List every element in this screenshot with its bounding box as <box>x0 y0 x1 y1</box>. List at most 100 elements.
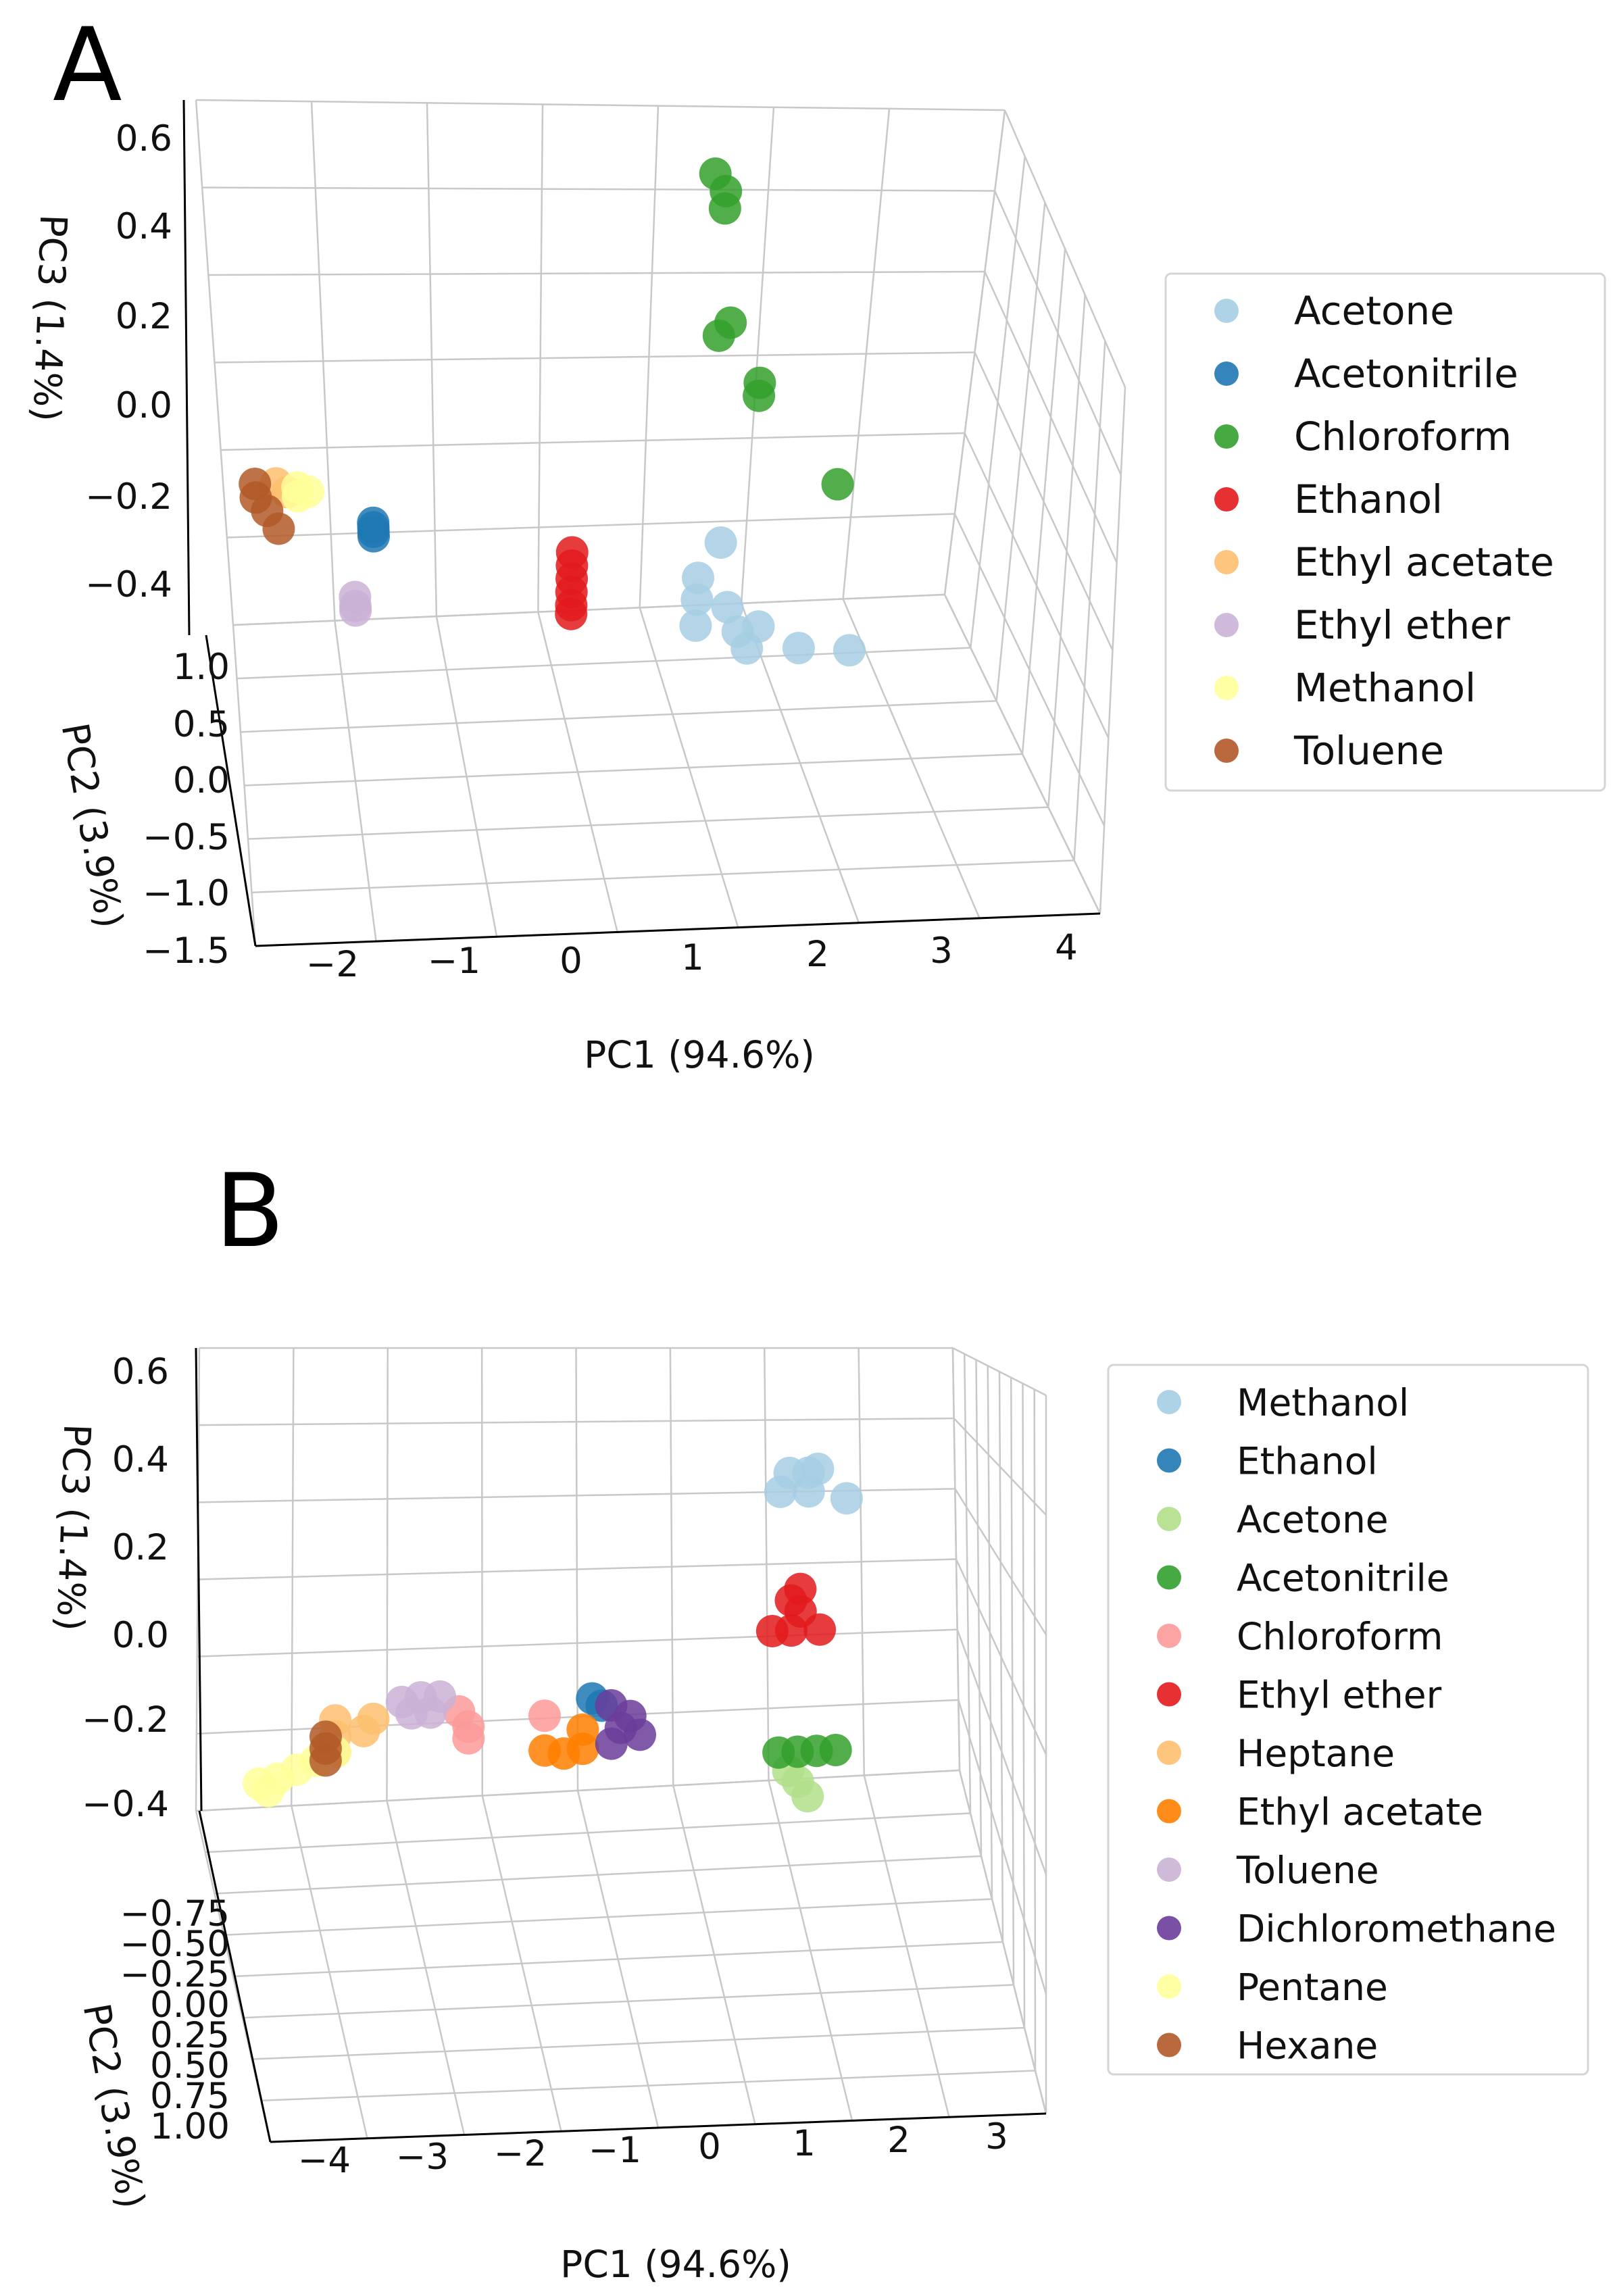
y-tick-label: 0.50 <box>150 2045 230 2087</box>
legend-marker <box>1214 361 1239 386</box>
legend-marker <box>1157 1799 1181 1824</box>
legend-marker <box>1157 1390 1181 1414</box>
data-point <box>803 1613 837 1646</box>
data-point <box>252 1774 285 1807</box>
data-point <box>764 1475 797 1508</box>
legend-label: Heptane <box>1237 1732 1395 1775</box>
legend-label: Ethyl acetate <box>1294 539 1554 585</box>
legend-label: Toluene <box>1293 728 1444 774</box>
grid-line <box>251 2026 1025 2060</box>
data-point <box>708 192 741 225</box>
x-axis-title: PC1 (94.6%) <box>584 1033 815 1076</box>
y-tick-label: −0.75 <box>120 1893 230 1935</box>
grid-line <box>251 859 1074 894</box>
z-tick-label: −0.2 <box>85 476 172 518</box>
chart-panel-b: −4 −3 −2 −1 0 1 2 3−0.4−0.20.00.20.40.6−0.75−0.… <box>49 1347 1589 2286</box>
x-tick-label: −1 <box>589 2130 641 2171</box>
x-tick-label: 2 <box>806 934 829 975</box>
y-tick-label: −1.5 <box>143 930 230 972</box>
legend-box <box>1164 272 1606 792</box>
data-point <box>528 1699 561 1732</box>
legend-marker <box>1157 1741 1181 1765</box>
grid-line <box>1021 248 1066 755</box>
chart-panel-a: −2 −1 0 1 2 3 4 −0.4 −0.2 0.0 0.2 0.4 0.6 −1.5 −1.0 −0.… <box>25 99 1606 1076</box>
series-acetonitrile <box>357 506 390 553</box>
grid-line <box>205 1812 971 1853</box>
legend-marker <box>1157 1916 1181 1941</box>
series-dichloromethane <box>595 1689 656 1760</box>
z-tick-label: 0.2 <box>112 1527 169 1568</box>
y-tick-label: 1.0 <box>173 647 230 688</box>
y-tick-label: 0.5 <box>173 704 230 745</box>
data-point <box>821 468 854 501</box>
data-point <box>595 1727 628 1760</box>
series-methanol <box>281 471 325 513</box>
x-tick-label: 1 <box>681 937 704 978</box>
legend-marker <box>1214 550 1239 574</box>
legend-marker <box>1157 1448 1181 1473</box>
y-axis-line <box>198 1810 272 2143</box>
grid-line <box>224 1898 993 1936</box>
grid-line <box>261 2070 1036 2101</box>
legend-label: Acetonitrile <box>1294 351 1518 397</box>
series-acetonitrile <box>762 1733 852 1769</box>
grid-line <box>1099 386 1126 914</box>
legend-label: Ethyl acetate <box>1237 1791 1483 1834</box>
grid-line <box>208 270 985 276</box>
legend-label: Acetonitrile <box>1237 1557 1449 1600</box>
data-point <box>711 591 744 624</box>
legend: Methanol Ethanol Acetone Acetonitrile Chloro… <box>1107 1364 1589 2076</box>
legend-label: Hexane <box>1237 2024 1378 2068</box>
series-acetone <box>679 526 866 667</box>
data-point <box>819 1733 852 1766</box>
legend-label: Dichloromethane <box>1237 1907 1556 1951</box>
x-axis-title: PC1 (94.6%) <box>560 2243 791 2286</box>
data-point <box>774 1614 808 1647</box>
z-axis-line <box>182 99 191 636</box>
x-tick-label: 0 <box>560 941 582 982</box>
data-point <box>262 512 295 545</box>
x-axis-line <box>270 2112 1047 2143</box>
grid-line <box>226 513 955 539</box>
z-axis-line <box>195 1347 203 1812</box>
grid-line <box>987 1366 993 1899</box>
grid-line <box>995 202 1046 701</box>
y-tick-label: 0.75 <box>150 2076 230 2117</box>
legend-marker <box>1214 676 1239 700</box>
grid-line <box>1047 295 1086 807</box>
z-tick-label: −0.2 <box>82 1699 169 1741</box>
data-point <box>830 1482 863 1515</box>
grid-line <box>202 186 995 192</box>
legend-label: Methanol <box>1237 1381 1409 1424</box>
data-point <box>566 1713 599 1746</box>
grid-line <box>975 1359 983 1857</box>
z-axis-title: PC3 (1.4%) <box>49 1423 99 1632</box>
legend-marker <box>1214 299 1239 323</box>
series-ethyl-ether <box>755 1572 837 1647</box>
data-point <box>704 526 737 559</box>
grid-line <box>943 109 1006 595</box>
legend-label: Methanol <box>1294 665 1476 711</box>
data-point <box>414 1696 447 1729</box>
data-point <box>782 632 815 665</box>
z-tick-label: 0.0 <box>116 385 172 426</box>
y-tick-label: 0.00 <box>150 1985 230 2026</box>
y-tick-label: −0.5 <box>143 817 230 858</box>
grid-line <box>195 1769 960 1812</box>
data-point <box>791 1780 824 1813</box>
data-point <box>292 475 325 508</box>
grid-line <box>247 806 1049 840</box>
series-ethyl-acetate <box>528 1713 599 1770</box>
data-point <box>555 597 588 630</box>
legend-label: Chloroform <box>1237 1615 1443 1658</box>
z-tick-label: 0.2 <box>116 296 172 337</box>
data-points <box>243 1452 863 1813</box>
grid-line <box>199 1417 954 1426</box>
series-methanol <box>764 1452 863 1515</box>
z-tick-label: 0.4 <box>116 206 172 247</box>
series-ethanol <box>555 536 589 630</box>
legend-label: Ethanol <box>1294 476 1443 522</box>
x-tick-label: −2 <box>306 944 359 985</box>
